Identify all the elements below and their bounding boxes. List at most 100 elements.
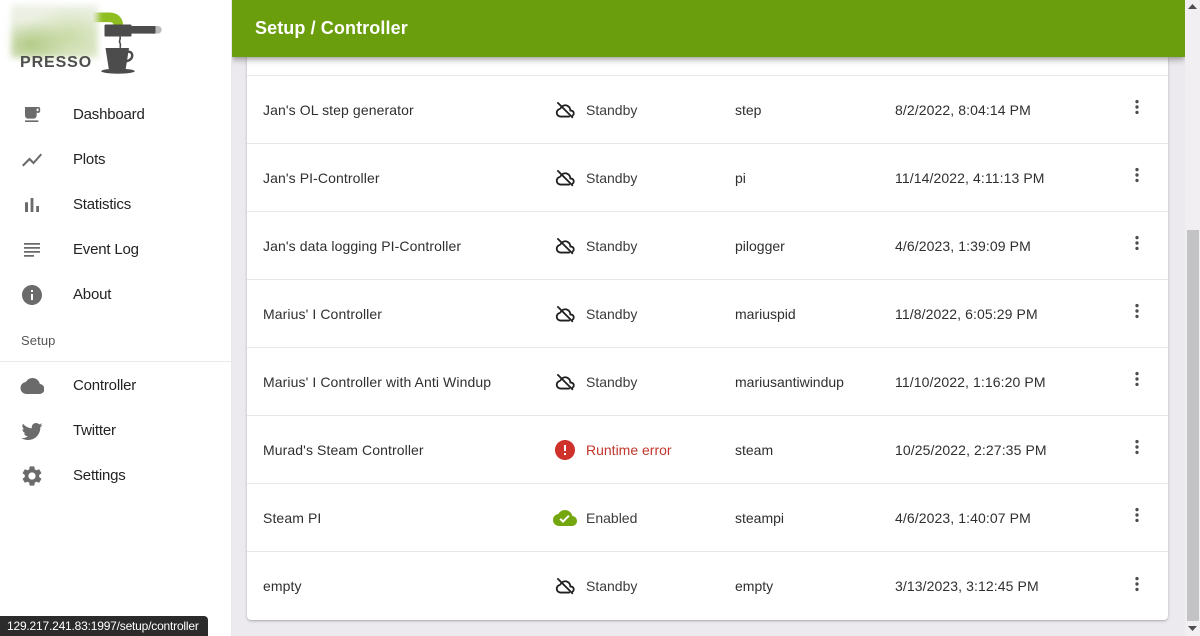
sidebar-item-label: Event Log xyxy=(73,241,139,258)
row-actions xyxy=(1125,503,1149,532)
table-row[interactable]: Marius' I Controller with Anti Windup St… xyxy=(247,348,1168,416)
sidebar-item-event-log[interactable]: Event Log xyxy=(0,227,232,272)
table-row[interactable]: Jan's data logging PI-Controller Standby… xyxy=(247,212,1168,280)
sidebar-item-about[interactable]: About xyxy=(0,272,232,317)
sidebar-item-twitter[interactable]: Twitter xyxy=(0,408,232,453)
sidebar-nav: Dashboard Plots Statistics Event Log Abo… xyxy=(0,92,232,498)
controller-modified-date: 8/2/2022, 8:04:14 PM xyxy=(895,101,1031,118)
controller-name: Jan's PI-Controller xyxy=(263,169,380,186)
sidebar-item-statistics[interactable]: Statistics xyxy=(0,182,232,227)
more-options-button[interactable] xyxy=(1125,299,1149,323)
controller-status: Standby xyxy=(553,98,735,122)
cloud-icon xyxy=(20,374,44,398)
error-icon xyxy=(553,438,577,462)
more-options-button[interactable] xyxy=(1125,435,1149,459)
more-options-button[interactable] xyxy=(1125,503,1149,527)
sidebar-item-dashboard[interactable]: Dashboard xyxy=(0,92,232,137)
status-label: Standby xyxy=(586,237,638,254)
cloud-done-icon xyxy=(553,506,577,530)
more-options-button[interactable] xyxy=(1125,367,1149,391)
sidebar-item-label: Statistics xyxy=(73,196,132,213)
status-label: Standby xyxy=(586,169,638,186)
controller-modified-date: 11/8/2022, 6:05:29 PM xyxy=(895,305,1038,322)
vertical-scrollbar[interactable] xyxy=(1185,0,1200,636)
table-row-partial xyxy=(247,57,1168,76)
controller-modified-date: 11/14/2022, 4:11:13 PM xyxy=(895,169,1045,186)
blurred-logo-region xyxy=(11,5,98,58)
controller-status: Standby xyxy=(553,166,735,190)
row-actions xyxy=(1125,95,1149,124)
link-preview-status-bar: 129.217.241.83:1997/setup/controller xyxy=(0,616,208,636)
info-icon xyxy=(20,283,44,307)
twitter-bird-icon xyxy=(20,419,44,443)
coffee-cup-icon xyxy=(20,103,44,127)
table-row[interactable]: Murad's Steam Controller Runtime error s… xyxy=(247,416,1168,484)
row-actions xyxy=(1125,367,1149,396)
more-options-button[interactable] xyxy=(1125,95,1149,119)
controller-name: Marius' I Controller xyxy=(263,305,383,322)
table-row[interactable]: Steam PI Enabled steampi 4/6/2023, 1:40:… xyxy=(247,484,1168,552)
controller-status: Runtime error xyxy=(553,438,735,462)
sidebar-item-label: Plots xyxy=(73,151,106,168)
controller-modified-date: 3/13/2023, 3:12:45 PM xyxy=(895,578,1039,594)
controller-name: Murad's Steam Controller xyxy=(263,441,424,458)
gear-icon xyxy=(20,464,44,488)
scrollbar-thumb[interactable] xyxy=(1186,230,1199,621)
brand-name: PRESSO xyxy=(20,54,93,71)
line-chart-icon xyxy=(20,148,44,172)
more-options-button[interactable] xyxy=(1125,572,1149,596)
page-title: Setup / Controller xyxy=(255,18,408,38)
status-label: Standby xyxy=(586,305,638,322)
table-row[interactable]: empty Standby empty 3/13/2023, 3:12:45 P… xyxy=(247,552,1168,620)
controller-type: mariusantiwindup xyxy=(735,373,844,390)
more-options-button[interactable] xyxy=(1125,231,1149,255)
table-row[interactable]: Jan's OL step generator Standby step 8/2… xyxy=(247,76,1168,144)
scrollbar-down-arrow[interactable] xyxy=(1185,621,1200,636)
sidebar-item-settings[interactable]: Settings xyxy=(0,453,232,498)
controller-status: Standby xyxy=(553,370,735,394)
sidebar-item-plots[interactable]: Plots xyxy=(0,137,232,182)
controller-name: empty xyxy=(263,578,302,594)
text-lines-icon xyxy=(20,238,44,262)
controller-type: step xyxy=(735,101,762,118)
more-options-button[interactable] xyxy=(1125,163,1149,187)
controller-name: Jan's data logging PI-Controller xyxy=(263,237,462,254)
sidebar-item-label: Settings xyxy=(73,467,126,484)
sidebar-item-label: About xyxy=(73,286,112,303)
controller-type: mariuspid xyxy=(735,305,796,322)
controller-type: steampi xyxy=(735,509,785,526)
controller-type: empty xyxy=(735,578,774,594)
status-label: Standby xyxy=(586,101,638,118)
controller-status: Standby xyxy=(553,574,735,598)
status-label: Enabled xyxy=(586,509,638,526)
nav-section-label: Setup xyxy=(21,333,56,348)
controller-name: Marius' I Controller with Anti Windup xyxy=(263,373,492,390)
cloud-off-icon xyxy=(553,574,577,598)
sidebar-item-controller[interactable]: Controller xyxy=(0,363,232,408)
app-toolbar: Setup / Controller xyxy=(232,0,1185,57)
cloud-off-icon xyxy=(553,234,577,258)
controller-modified-date: 4/6/2023, 1:39:09 PM xyxy=(895,237,1031,254)
sidebar-item-label: Controller xyxy=(73,377,137,394)
table-row[interactable]: Marius' I Controller Standby mariuspid 1… xyxy=(247,280,1168,348)
controller-table-card: Jan's OL step generator Standby step 8/2… xyxy=(247,57,1168,620)
status-label: Standby xyxy=(586,578,638,594)
nav-group-setup: Controller Twitter Settings xyxy=(0,362,232,498)
row-actions xyxy=(1125,299,1149,328)
status-label: Standby xyxy=(586,373,638,390)
cloud-off-icon xyxy=(553,302,577,326)
nav-divider xyxy=(0,361,232,362)
row-actions xyxy=(1125,435,1149,464)
controller-status: Standby xyxy=(553,302,735,326)
sidebar-item-label: Dashboard xyxy=(73,106,145,123)
controller-name: Steam PI xyxy=(263,509,322,526)
controller-name: Jan's OL step generator xyxy=(263,101,414,118)
cloud-off-icon xyxy=(553,166,577,190)
nav-group-main: Dashboard Plots Statistics Event Log Abo… xyxy=(0,92,232,317)
row-actions xyxy=(1125,572,1149,601)
espresso-machine-icon xyxy=(93,12,162,74)
table-body: Jan's OL step generator Standby step 8/2… xyxy=(247,76,1168,620)
scrollbar-up-arrow[interactable] xyxy=(1185,0,1200,15)
controller-modified-date: 4/6/2023, 1:40:07 PM xyxy=(895,509,1031,526)
table-row[interactable]: Jan's PI-Controller Standby pi 11/14/202… xyxy=(247,144,1168,212)
